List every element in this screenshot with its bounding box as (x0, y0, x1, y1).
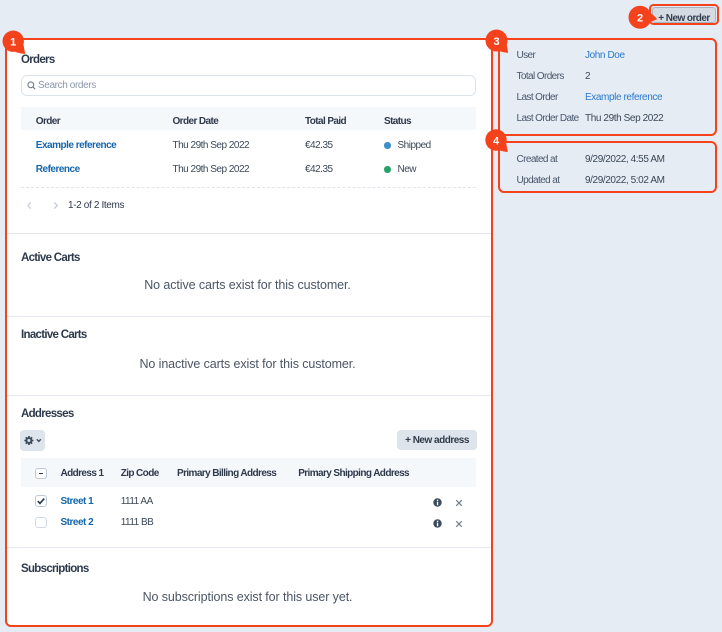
svg-text:2: 2 (637, 13, 643, 25)
